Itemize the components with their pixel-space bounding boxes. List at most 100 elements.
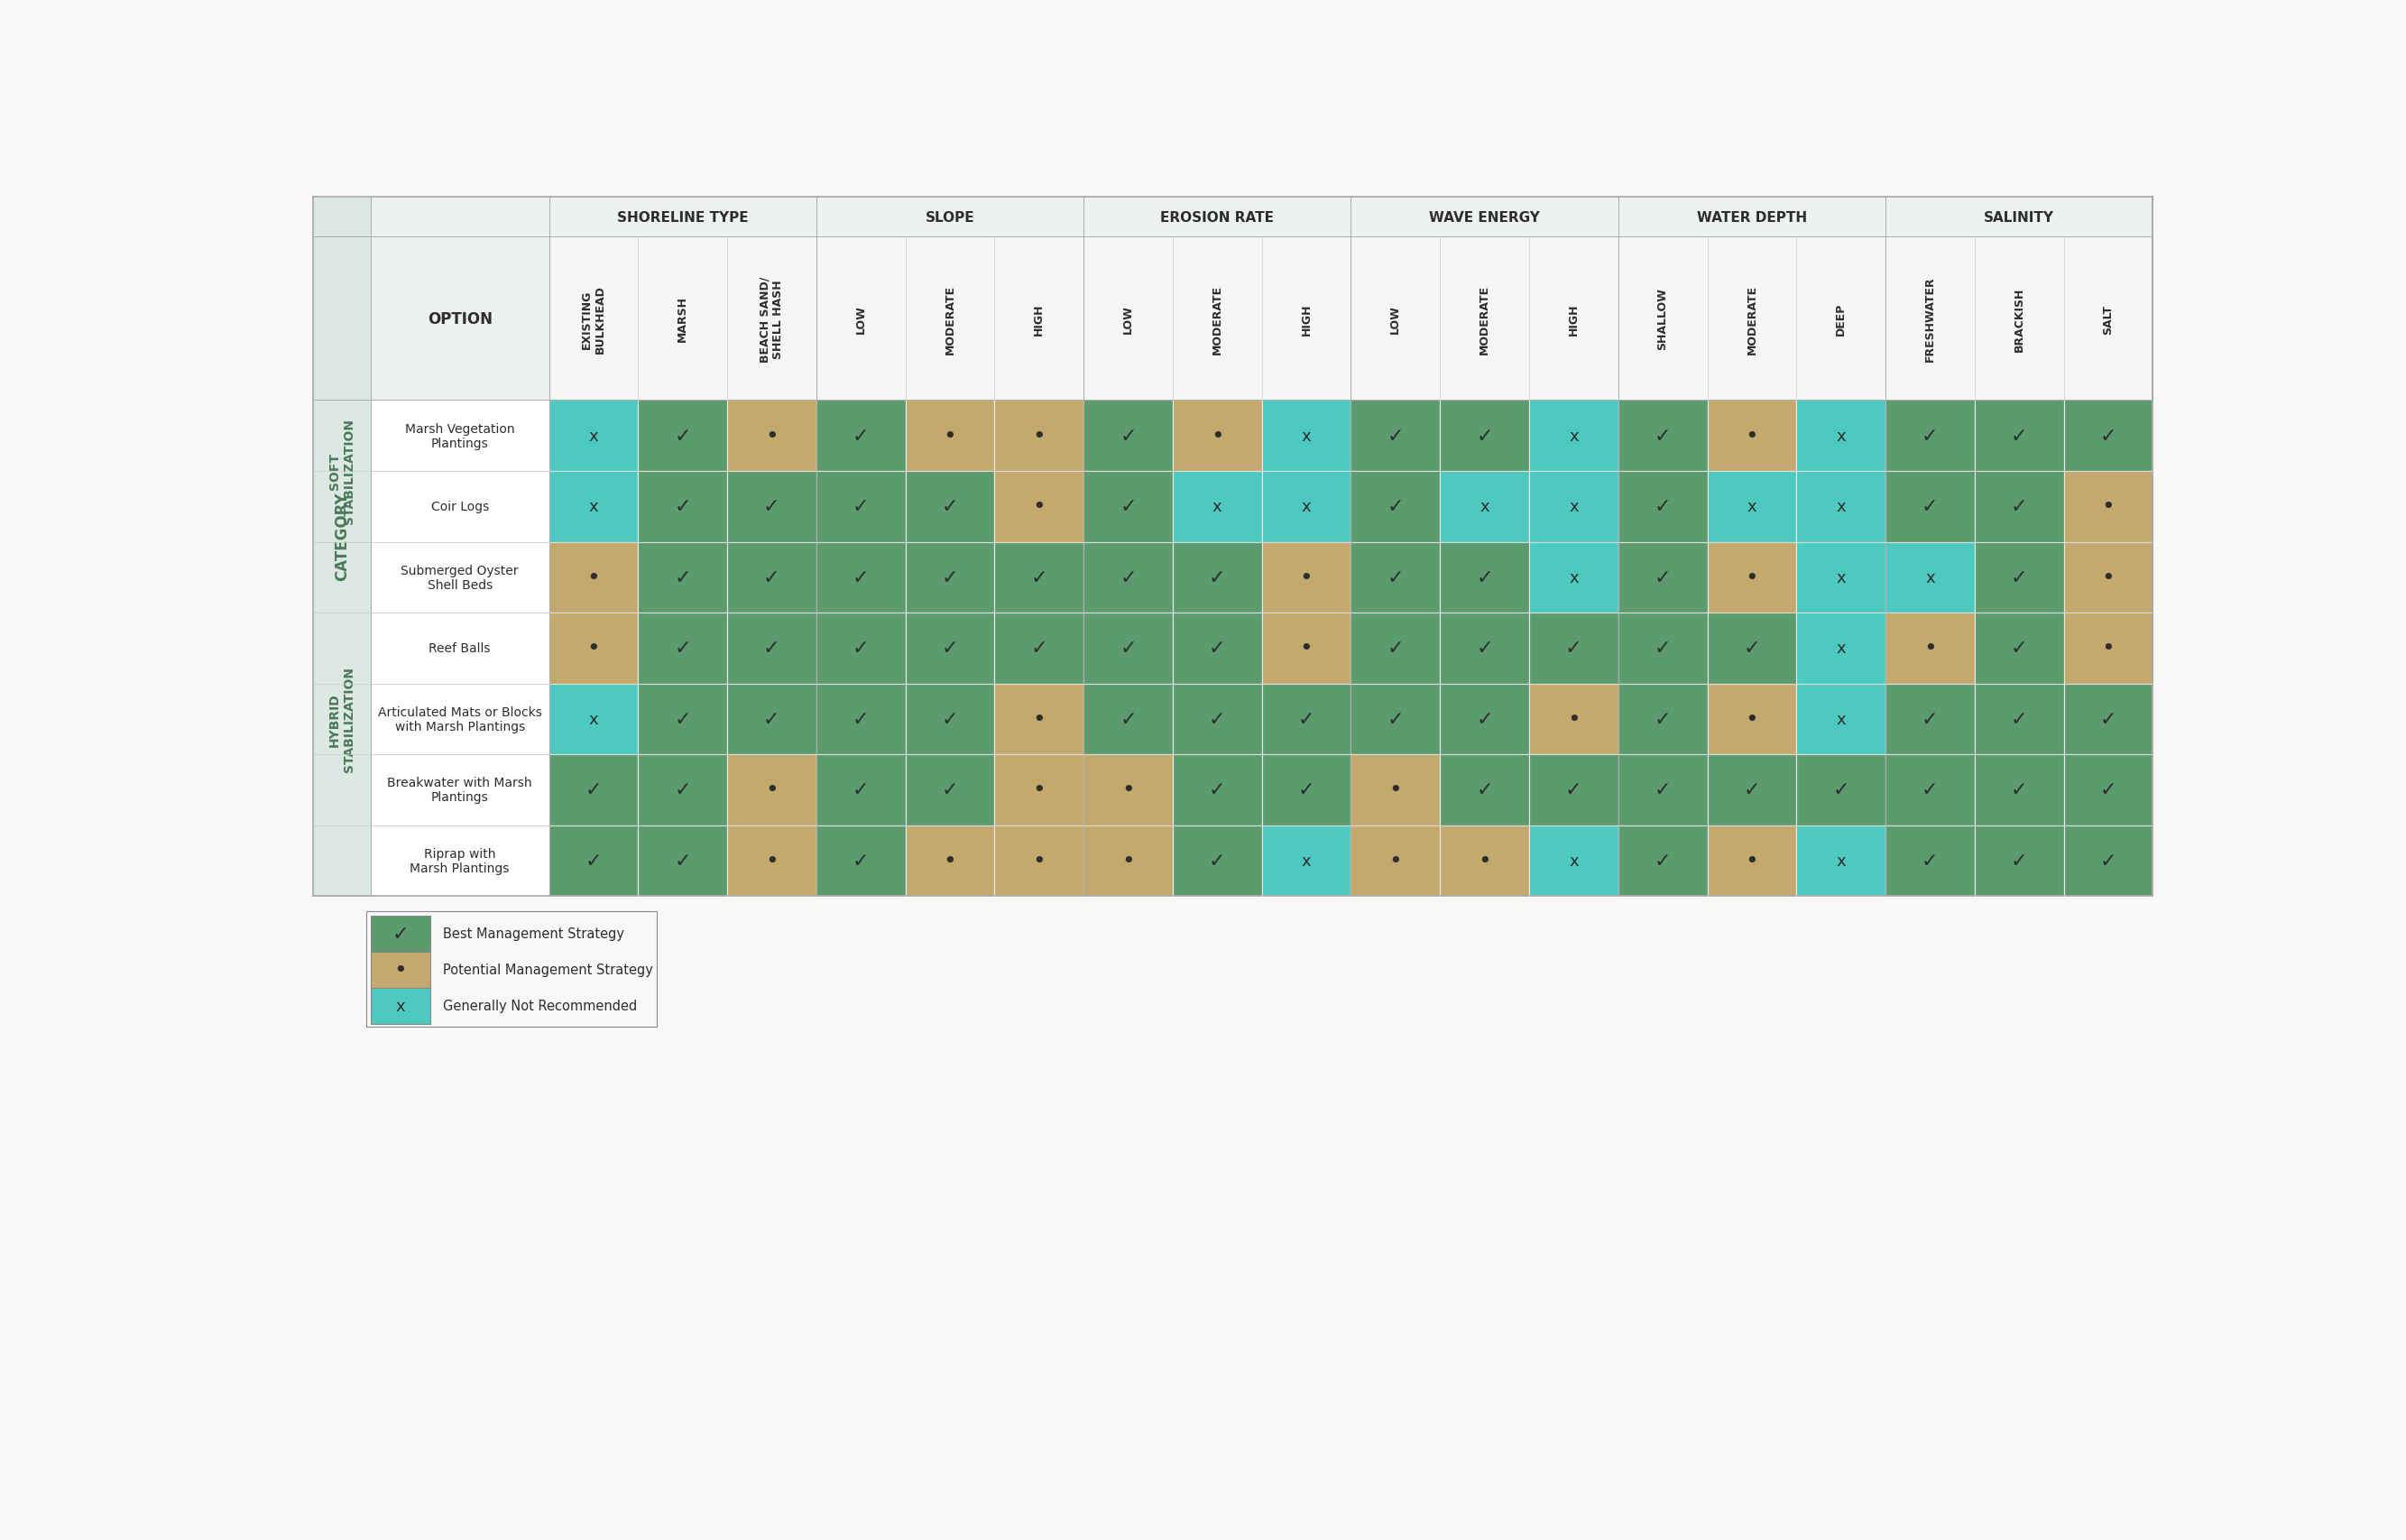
- Text: ✓: ✓: [1208, 710, 1225, 728]
- Text: ✓: ✓: [674, 568, 691, 587]
- Text: •: •: [1032, 496, 1047, 517]
- Bar: [1886, 613, 1975, 684]
- Text: ✓: ✓: [1566, 781, 1583, 799]
- Text: ✓: ✓: [763, 497, 780, 516]
- Bar: [371, 197, 549, 400]
- Bar: [1083, 613, 1172, 684]
- Bar: [1708, 542, 1797, 613]
- Text: ✓: ✓: [1208, 781, 1225, 799]
- Bar: [371, 755, 549, 825]
- Text: ✓: ✓: [1922, 497, 1939, 516]
- Bar: [1261, 471, 1350, 542]
- Bar: [1797, 755, 1886, 825]
- Text: ✓: ✓: [1119, 710, 1136, 728]
- Bar: [1172, 400, 1261, 471]
- Text: SALT: SALT: [2103, 305, 2115, 334]
- Text: ✓: ✓: [1477, 568, 1494, 587]
- Text: x: x: [1302, 853, 1311, 869]
- Text: ✓: ✓: [674, 710, 691, 728]
- Bar: [549, 542, 638, 613]
- Text: ✓: ✓: [763, 639, 780, 658]
- Text: ✓: ✓: [1477, 710, 1494, 728]
- Text: ✓: ✓: [941, 497, 958, 516]
- Bar: [1975, 237, 2064, 400]
- Text: ✓: ✓: [1477, 427, 1494, 445]
- Text: x: x: [1480, 499, 1489, 514]
- Text: Riprap with
Marsh Plantings: Riprap with Marsh Plantings: [409, 847, 510, 875]
- Bar: [1797, 400, 1886, 471]
- Bar: [1708, 471, 1797, 542]
- Text: ✓: ✓: [1566, 639, 1583, 658]
- Text: •: •: [1744, 708, 1759, 730]
- Bar: [2064, 755, 2153, 825]
- Text: •: •: [2100, 638, 2115, 659]
- Text: x: x: [1302, 428, 1311, 444]
- Text: Potential Management Strategy: Potential Management Strategy: [443, 962, 652, 976]
- Bar: [1530, 400, 1619, 471]
- Text: •: •: [1032, 779, 1047, 801]
- Text: x: x: [1302, 499, 1311, 514]
- Text: ✓: ✓: [674, 427, 691, 445]
- Text: ✓: ✓: [1386, 568, 1403, 587]
- Text: BRACKISH: BRACKISH: [2014, 286, 2026, 351]
- Text: ✓: ✓: [1297, 781, 1314, 799]
- Bar: [905, 613, 994, 684]
- Bar: [816, 825, 905, 896]
- Bar: [1083, 684, 1172, 755]
- Bar: [2064, 825, 2153, 896]
- Bar: [1172, 542, 1261, 613]
- Bar: [1083, 237, 1172, 400]
- Text: x: x: [1836, 499, 1845, 514]
- Text: ✓: ✓: [1386, 427, 1403, 445]
- Bar: [1619, 825, 1708, 896]
- Text: x: x: [1925, 570, 1934, 585]
- Bar: [1975, 825, 2064, 896]
- Bar: [1886, 755, 1975, 825]
- Bar: [371, 952, 431, 989]
- Text: •: •: [943, 850, 958, 872]
- Text: x: x: [1569, 853, 1578, 869]
- Bar: [371, 542, 549, 613]
- Bar: [313, 197, 371, 896]
- Bar: [905, 237, 994, 400]
- Text: •: •: [1744, 850, 1759, 872]
- Text: ✓: ✓: [1655, 427, 1672, 445]
- Bar: [366, 912, 657, 1027]
- Text: •: •: [395, 959, 407, 981]
- Bar: [1708, 825, 1797, 896]
- Text: •: •: [1388, 779, 1403, 801]
- Text: ✓: ✓: [1655, 852, 1672, 870]
- Bar: [1083, 400, 1172, 471]
- Bar: [1350, 613, 1439, 684]
- Bar: [1797, 237, 1886, 400]
- Text: Submerged Oyster
Shell Beds: Submerged Oyster Shell Beds: [402, 564, 520, 591]
- Bar: [994, 400, 1083, 471]
- Bar: [905, 400, 994, 471]
- Bar: [816, 755, 905, 825]
- Bar: [638, 237, 727, 400]
- Text: LOW: LOW: [1121, 305, 1133, 334]
- Text: •: •: [2100, 567, 2115, 588]
- Text: ✓: ✓: [1477, 781, 1494, 799]
- Text: ✓: ✓: [852, 852, 869, 870]
- Bar: [727, 400, 816, 471]
- Bar: [994, 755, 1083, 825]
- Text: •: •: [765, 850, 780, 872]
- Text: ✓: ✓: [1119, 639, 1136, 658]
- Text: •: •: [765, 425, 780, 447]
- Bar: [1708, 400, 1797, 471]
- Text: ✓: ✓: [763, 568, 780, 587]
- Bar: [1172, 613, 1261, 684]
- Text: Best Management Strategy: Best Management Strategy: [443, 927, 623, 941]
- Bar: [816, 400, 905, 471]
- Bar: [313, 197, 2153, 896]
- Text: •: •: [1299, 567, 1314, 588]
- Bar: [549, 197, 816, 237]
- Bar: [1350, 400, 1439, 471]
- Text: Articulated Mats or Blocks
with Marsh Plantings: Articulated Mats or Blocks with Marsh Pl…: [378, 705, 541, 733]
- Text: LOW: LOW: [1391, 305, 1400, 334]
- Text: MODERATE: MODERATE: [1210, 285, 1222, 354]
- Bar: [371, 989, 431, 1024]
- Text: ✓: ✓: [2100, 710, 2117, 728]
- Bar: [1708, 613, 1797, 684]
